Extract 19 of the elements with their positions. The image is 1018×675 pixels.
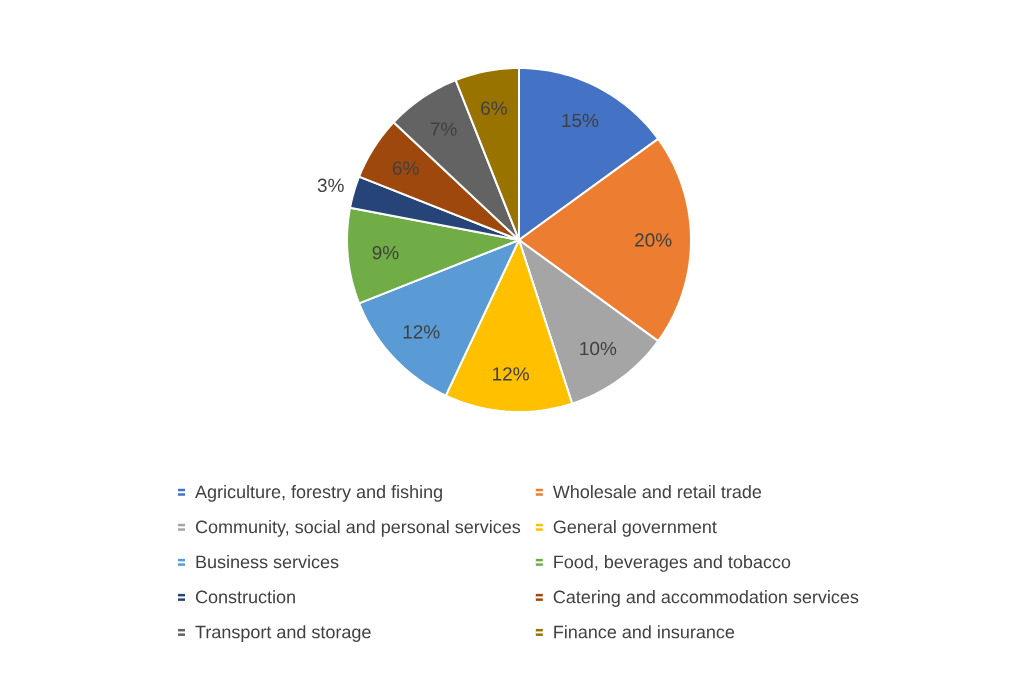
data-label: 9% xyxy=(372,245,399,260)
data-label: 3% xyxy=(317,178,344,193)
legend-label: Construction xyxy=(195,590,295,604)
data-label: 20% xyxy=(635,233,672,247)
legend-label: Agriculture, forestry and fishing xyxy=(195,484,442,502)
legend-label: Transport and storage xyxy=(195,625,371,642)
legend-label: Food, beverages and tobacco xyxy=(554,555,791,572)
legend-label: Wholesale and retail trade xyxy=(552,484,762,499)
legend-label: Catering and accommodation services xyxy=(553,590,859,607)
data-label: 15% xyxy=(562,113,599,128)
legend-label: Business services xyxy=(196,555,339,569)
data-label: 12% xyxy=(403,325,440,339)
data-label: 10% xyxy=(580,341,617,356)
legend-label: Finance and insurance xyxy=(554,625,735,639)
data-label: 6% xyxy=(481,101,507,115)
legend-label: Community, social and personal services xyxy=(195,520,521,537)
data-label: 6% xyxy=(392,161,419,175)
data-label: 12% xyxy=(493,367,529,381)
legend-label: General government xyxy=(553,520,717,537)
